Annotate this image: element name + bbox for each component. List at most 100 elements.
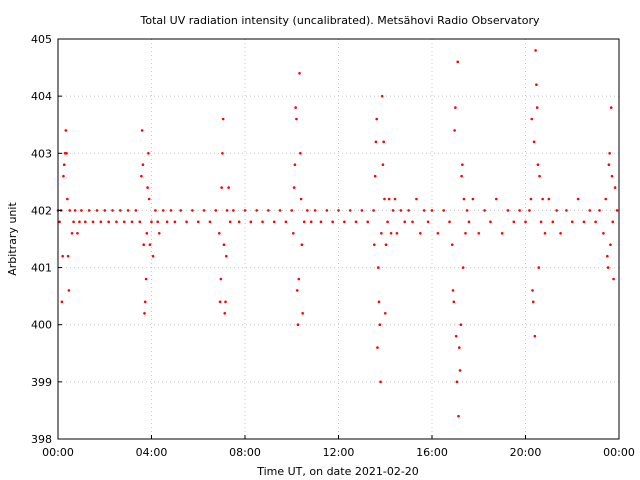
x-tick-label: 16:00 [416, 446, 448, 459]
y-axis-label: Arbitrary unit [6, 202, 19, 276]
data-point [376, 346, 379, 349]
data-point [64, 129, 68, 132]
data-point [570, 220, 574, 224]
data-point [225, 254, 228, 258]
data-point [532, 140, 536, 144]
data-point [313, 209, 317, 212]
data-point [494, 197, 498, 201]
data-point [529, 197, 533, 201]
data-point [518, 209, 521, 212]
data-point [535, 83, 538, 87]
data-point [302, 220, 306, 224]
data-point [66, 197, 69, 201]
data-point [161, 209, 165, 212]
data-point [301, 311, 304, 315]
data-point [107, 220, 110, 224]
data-point [489, 220, 492, 224]
data-point [524, 220, 527, 224]
data-point [448, 220, 451, 224]
data-point [456, 60, 460, 64]
data-point [261, 220, 264, 224]
data-point [60, 300, 64, 304]
data-point [607, 163, 611, 167]
data-point [380, 94, 384, 98]
data-point [373, 243, 376, 247]
data-point [115, 220, 118, 224]
data-point [528, 209, 531, 212]
data-point [454, 334, 458, 338]
data-point [140, 129, 144, 132]
data-point [68, 209, 71, 212]
data-point [290, 209, 294, 212]
data-point [451, 289, 455, 292]
data-point [154, 209, 157, 212]
data-point [536, 163, 540, 167]
x-tick-label: 00:00 [603, 446, 635, 459]
data-point [130, 220, 134, 224]
data-point [611, 220, 615, 224]
data-point [606, 254, 609, 258]
data-point [169, 209, 173, 212]
data-point [384, 243, 388, 247]
data-point [65, 151, 68, 155]
data-point [62, 174, 65, 178]
data-point [426, 220, 430, 224]
data-point [386, 220, 389, 224]
data-point [255, 209, 258, 212]
data-point [403, 220, 407, 224]
data-point [337, 209, 340, 212]
data-point [295, 117, 298, 121]
data-point [582, 220, 586, 224]
data-point [535, 106, 539, 109]
data-point [343, 220, 346, 224]
data-point [395, 231, 399, 235]
data-point [462, 197, 466, 201]
data-point [91, 220, 95, 224]
data-point [147, 151, 150, 155]
grid-lines [58, 39, 619, 439]
data-point [387, 197, 391, 201]
x-tick-label: 12:00 [323, 446, 355, 459]
data-point [399, 209, 403, 212]
data-point [500, 231, 504, 235]
data-point [331, 220, 334, 224]
data-point [144, 277, 148, 281]
data-point [376, 266, 380, 269]
data-point [419, 231, 422, 235]
data-point [539, 220, 543, 224]
data-point [378, 323, 382, 327]
y-tick-label: 400 [31, 319, 52, 332]
data-point [465, 209, 469, 212]
data-point [464, 231, 467, 235]
data-point [541, 197, 544, 201]
data-point [292, 231, 295, 235]
data-point [223, 311, 227, 315]
y-tick-label: 405 [31, 33, 52, 46]
data-point [173, 220, 177, 224]
data-point [602, 231, 605, 235]
data-point [576, 197, 580, 201]
data-point [391, 209, 395, 212]
data-point [411, 220, 414, 224]
data-point [219, 277, 223, 281]
data-point [460, 174, 463, 178]
data-point [430, 209, 434, 212]
data-point [148, 243, 152, 247]
data-point [299, 151, 302, 155]
data-point [157, 231, 161, 235]
x-axis-label: Time UT, on date 2021-02-20 [256, 465, 419, 478]
data-point [58, 220, 61, 224]
data-point [208, 220, 212, 224]
data-point [72, 220, 75, 224]
data-point [218, 300, 222, 304]
data-point [588, 209, 592, 212]
data-point [278, 209, 282, 212]
data-point [309, 220, 313, 224]
y-tick-label: 398 [31, 433, 52, 446]
data-point [533, 334, 537, 338]
data-point [284, 220, 288, 224]
x-tick-label: 04:00 [136, 446, 168, 459]
data-point [73, 209, 77, 212]
data-point [138, 220, 142, 224]
data-point [292, 186, 296, 189]
